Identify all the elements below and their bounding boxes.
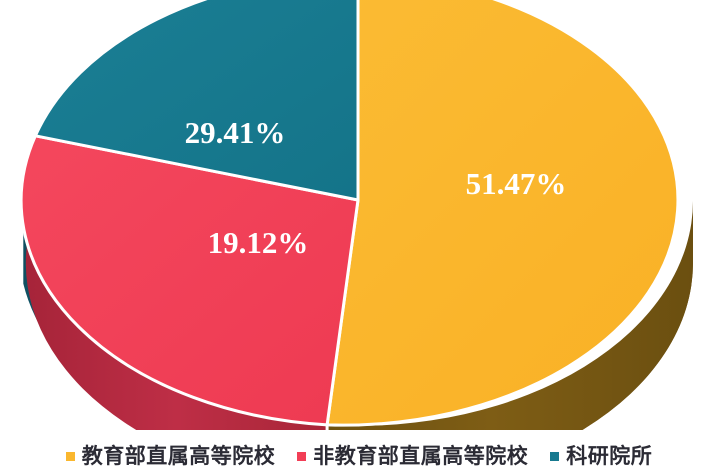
legend-label: 科研院所 <box>566 443 653 468</box>
legend-label: 教育部直属高等院校 <box>81 443 276 468</box>
chart-legend: 教育部直属高等院校 非教育部直属高等院校 科研院所 <box>0 436 718 476</box>
slice-label-fei-jiaoyubu: 19.12% <box>208 225 309 260</box>
pie-slice-fei-jiaoyubu[interactable] <box>19 134 360 427</box>
pie-side-wall-fei-jiaoyubu <box>25 180 328 430</box>
square-marker-icon <box>65 451 75 461</box>
pie-side-wall-jiaoyubu <box>327 200 694 430</box>
pie-slice-jiaoyubu[interactable] <box>325 0 680 427</box>
legend-item-fei-jiaoyubu[interactable]: 非教育部直属高等院校 <box>297 443 529 468</box>
pie-slice-keyan[interactable] <box>33 0 360 202</box>
legend-item-jiaoyubu[interactable]: 教育部直属高等院校 <box>65 443 276 468</box>
legend-item-keyan[interactable]: 科研院所 <box>550 443 653 468</box>
pie-chart-canvas: 51.47% 19.12% 29.41% <box>19 0 694 430</box>
slice-label-keyan: 29.41% <box>185 115 286 150</box>
slice-label-jiaoyubu: 51.47% <box>466 166 567 201</box>
legend-label: 非教育部直属高等院校 <box>313 443 529 468</box>
square-marker-icon <box>297 451 307 461</box>
square-marker-icon <box>550 451 560 461</box>
